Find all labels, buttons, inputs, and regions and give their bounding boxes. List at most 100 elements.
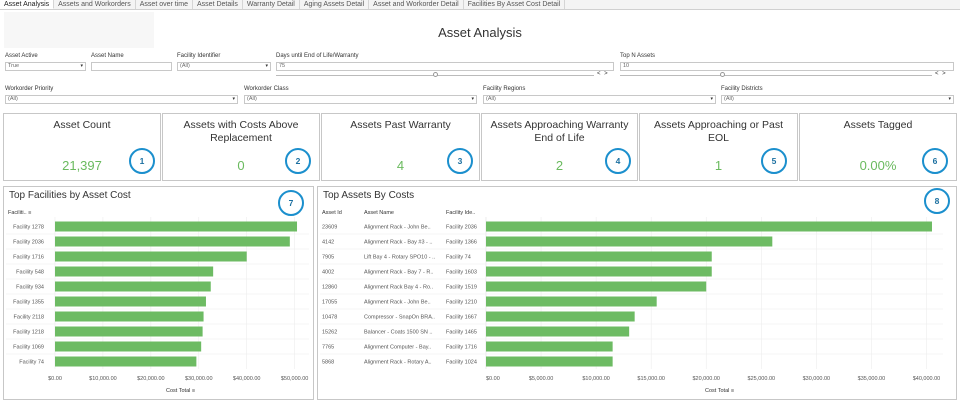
tab-assets-and-workorders[interactable]: Assets and Workorders xyxy=(54,0,136,9)
x-tick-label: $0.00 xyxy=(48,376,62,382)
kpi-value: 0.00% xyxy=(859,158,897,173)
asset-name-cell: Alignment Rack - John Be.. xyxy=(364,300,431,306)
top-n-assets-input[interactable]: 10 xyxy=(620,62,954,71)
tab-bar: Asset Analysis Assets and Workorders Ass… xyxy=(0,0,960,10)
x-tick-label: $20,000.00 xyxy=(692,376,720,382)
asset-name-cell: Compressor - SnapOn BRA.. xyxy=(364,315,435,321)
column-header-label: Faciliti.. xyxy=(8,210,27,216)
column-header-facility[interactable]: Faciliti.. ≡ xyxy=(8,210,31,216)
facility-id-cell: Facility 1024 xyxy=(446,360,477,366)
bar xyxy=(486,356,613,367)
sort-icon[interactable]: ≡ xyxy=(730,388,735,394)
bar xyxy=(486,341,613,352)
asset-name-input[interactable] xyxy=(91,62,172,71)
bar xyxy=(486,296,657,307)
row-label: Facility 1218 xyxy=(13,330,44,336)
caret-down-icon: ▾ xyxy=(948,96,951,102)
tab-asset-analysis[interactable]: Asset Analysis xyxy=(0,0,55,9)
row-label: Facility 1069 xyxy=(13,345,44,351)
top-n-assets-slider-handle[interactable] xyxy=(720,72,726,77)
tab-facilities-by-asset-cost-detail[interactable]: Facilities By Asset Cost Detail xyxy=(464,0,566,9)
x-axis-title: Cost Total ≡ xyxy=(705,388,734,394)
page-title: Asset Analysis xyxy=(438,25,522,40)
bar xyxy=(486,236,773,247)
row-label: Facility 2036 xyxy=(13,240,44,246)
asset-id-cell: 23609 xyxy=(322,225,337,231)
facility-districts-dropdown[interactable]: (All) ▾ xyxy=(721,95,954,104)
tab-aging-assets-detail[interactable]: Aging Assets Detail xyxy=(300,0,370,9)
x-tick-label: $40,000.00 xyxy=(913,376,941,382)
kpi-value: 21,397 xyxy=(62,158,102,173)
sort-icon[interactable]: ≡ xyxy=(191,388,196,394)
facility-regions-dropdown[interactable]: (All) ▾ xyxy=(483,95,716,104)
kpi-title: Assets Approaching or Past EOL xyxy=(654,119,783,144)
days-until-eol-stepper[interactable]: < > xyxy=(597,71,609,77)
facility-id-cell: Facility 1465 xyxy=(446,330,477,336)
workorder-class-label: Workorder Class xyxy=(244,86,289,92)
kpi-value: 1 xyxy=(714,158,723,173)
column-header-asset-id[interactable]: Asset Id xyxy=(322,210,342,216)
bar xyxy=(486,281,707,292)
kpi-asset-count: Asset Count 21,397 1 xyxy=(3,113,161,181)
row-label: Facility 1716 xyxy=(13,255,44,261)
tab-asset-details[interactable]: Asset Details xyxy=(193,0,243,9)
kpi-title: Asset Count xyxy=(53,119,111,131)
workorder-class-dropdown[interactable]: (All) ▾ xyxy=(244,95,477,104)
facility-identifier-dropdown[interactable]: (All) ▾ xyxy=(177,62,271,71)
caret-down-icon: ▾ xyxy=(80,63,83,69)
x-tick-label: $20,000.00 xyxy=(137,376,165,382)
tab-asset-and-workorder-detail[interactable]: Asset and Workorder Detail xyxy=(369,0,464,9)
workorder-priority-dropdown[interactable]: (All) ▾ xyxy=(5,95,238,104)
column-header-facility-identifier[interactable]: Facility Ide.. xyxy=(446,210,476,216)
asset-name-cell: Alignment Rack - Bay #3 - .. xyxy=(364,240,433,246)
bar xyxy=(486,311,635,322)
axis-title-label: Cost Total xyxy=(166,388,191,394)
tab-warranty-detail[interactable]: Warranty Detail xyxy=(243,0,300,9)
caret-down-icon: ▾ xyxy=(265,63,268,69)
facility-id-cell: Facility 1519 xyxy=(446,285,477,291)
number-badge: 1 xyxy=(129,148,155,174)
bar xyxy=(55,356,197,367)
kpi-assets-approaching-or-past-eol: Assets Approaching or Past EOL 1 5 xyxy=(639,113,798,181)
column-header-asset-name[interactable]: Asset Name xyxy=(364,210,394,216)
asset-id-cell: 15262 xyxy=(322,330,337,336)
number-badge: 8 xyxy=(924,188,950,214)
panel-title: Top Facilities by Asset Cost xyxy=(9,190,131,201)
top-n-assets-slider-track[interactable] xyxy=(620,75,932,76)
x-tick-label: $0.00 xyxy=(486,376,500,382)
facility-id-cell: Facility 1603 xyxy=(446,270,477,276)
caret-down-icon: ▾ xyxy=(471,96,474,102)
kpi-title: Assets Approaching Warranty End of Life xyxy=(490,119,629,144)
asset-active-dropdown[interactable]: True ▾ xyxy=(5,62,86,71)
days-until-eol-input[interactable]: 75 xyxy=(276,62,614,71)
row-label: Facility 548 xyxy=(16,270,44,276)
x-tick-label: $15,000.00 xyxy=(637,376,665,382)
top-n-assets-stepper[interactable]: < > xyxy=(935,71,947,77)
days-until-eol-slider-handle[interactable] xyxy=(432,72,438,77)
kpi-assets-past-warranty: Assets Past Warranty 4 3 xyxy=(321,113,480,181)
facility-id-cell: Facility 74 xyxy=(446,255,471,261)
row-label: Facility 1278 xyxy=(13,225,44,231)
top-n-assets-label: Top N Assets xyxy=(620,53,656,59)
x-tick-label: $25,000.00 xyxy=(748,376,776,382)
facility-identifier-value: (All) xyxy=(180,63,190,69)
bar xyxy=(486,221,932,232)
bar xyxy=(55,251,247,262)
assets-bar-chart: $0.00 $5,000.00 $10,000.00 $15,000.00 $20,00… xyxy=(320,217,943,382)
bar xyxy=(486,266,712,277)
tab-asset-over-time[interactable]: Asset over time xyxy=(136,0,194,9)
axis-title-label: Cost Total xyxy=(705,388,730,394)
asset-id-cell: 4002 xyxy=(322,270,334,276)
kpi-value: 2 xyxy=(555,158,564,173)
asset-id-cell: 7765 xyxy=(322,345,334,351)
workorder-priority-value: (All) xyxy=(8,96,18,102)
days-until-eol-label: Days until End of Life/Warranty xyxy=(276,53,359,59)
facility-id-cell: Facility 1667 xyxy=(446,315,477,321)
asset-active-label: Asset Active xyxy=(5,53,38,59)
x-tick-label: $5,000.00 xyxy=(529,376,553,382)
facility-districts-label: Facility Districts xyxy=(721,86,763,92)
asset-name-label: Asset Name xyxy=(91,53,124,59)
x-tick-label: $30,000.00 xyxy=(185,376,213,382)
bar xyxy=(55,341,202,352)
sort-icon[interactable]: ≡ xyxy=(28,210,32,216)
